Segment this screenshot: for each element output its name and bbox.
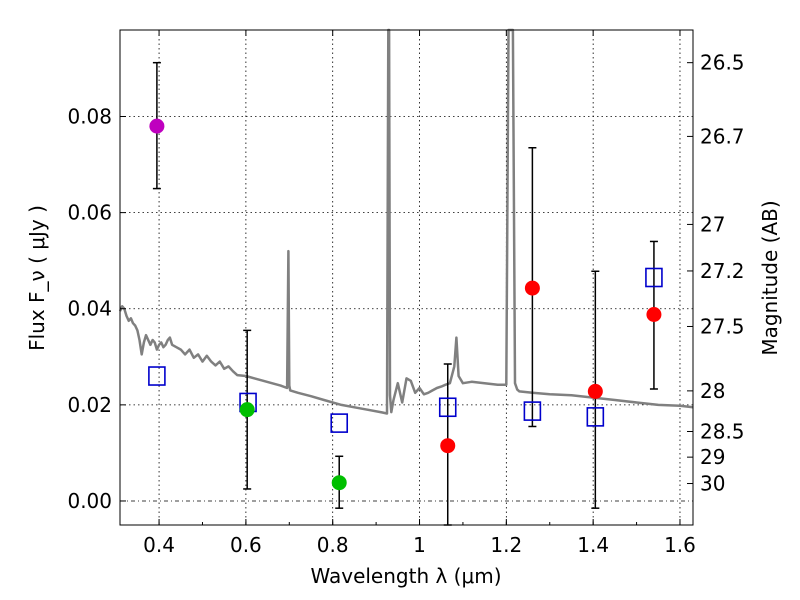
observed-point: [331, 475, 347, 491]
y-tick-label: 0.00: [67, 489, 112, 513]
mag-tick-label: 28.5: [700, 420, 745, 444]
x-tick-label: 1.6: [664, 533, 696, 557]
mag-tick-label: 28: [700, 379, 725, 403]
errorbar-layer: [152, 61, 658, 526]
observed-point: [524, 280, 540, 296]
observed-point: [440, 438, 456, 454]
y-axis-title: Flux F_ν ( μJy ): [25, 205, 49, 351]
x-tick-label: 0.8: [317, 533, 349, 557]
axis-ticks: 0.4 0.6 0.8 1 1.2 1.4 1.6 0.00 0.02 0.04 0.06 0.08 2…: [67, 30, 745, 557]
model-photometry-square: [148, 366, 166, 386]
mag-tick-label: 27: [700, 212, 725, 236]
x-tick-label: 1: [413, 533, 426, 557]
marker-layer: [148, 118, 663, 491]
mag-tick-label: 27.2: [700, 259, 745, 283]
y-tick-label: 0.08: [67, 105, 112, 129]
observed-point: [587, 383, 603, 399]
x-tick-label: 1.4: [577, 533, 609, 557]
y-tick-label: 0.06: [67, 201, 112, 225]
spectrum-layer: [118, 28, 694, 415]
model-photometry-square: [523, 401, 542, 421]
y-tick-label: 0.02: [67, 393, 112, 417]
x-tick-label: 1.2: [490, 533, 522, 557]
plot-frame: [119, 29, 694, 526]
model-photometry-square: [438, 397, 457, 418]
mag-tick-label: 26.5: [700, 51, 745, 75]
mag-tick-label: 30: [700, 472, 725, 496]
x-tick-label: 0.6: [230, 533, 262, 557]
right-axis-title: Magnitude (AB): [758, 200, 782, 355]
mag-tick-label: 27.5: [700, 314, 745, 338]
spectrum-line: [118, 28, 694, 415]
mag-tick-label: 26.7: [700, 124, 745, 148]
observed-point: [646, 307, 662, 323]
observed-point: [239, 402, 255, 418]
model-photometry-square: [645, 267, 663, 288]
x-axis-title: Wavelength λ (μm): [310, 564, 501, 588]
observed-point: [149, 118, 165, 134]
mag-tick-label: 29: [700, 445, 725, 469]
y-tick-label: 0.04: [67, 297, 112, 321]
grid-layer: [120, 30, 693, 525]
model-photometry-square: [586, 407, 605, 427]
model-photometry-square: [330, 413, 349, 433]
x-tick-label: 0.4: [143, 533, 175, 557]
